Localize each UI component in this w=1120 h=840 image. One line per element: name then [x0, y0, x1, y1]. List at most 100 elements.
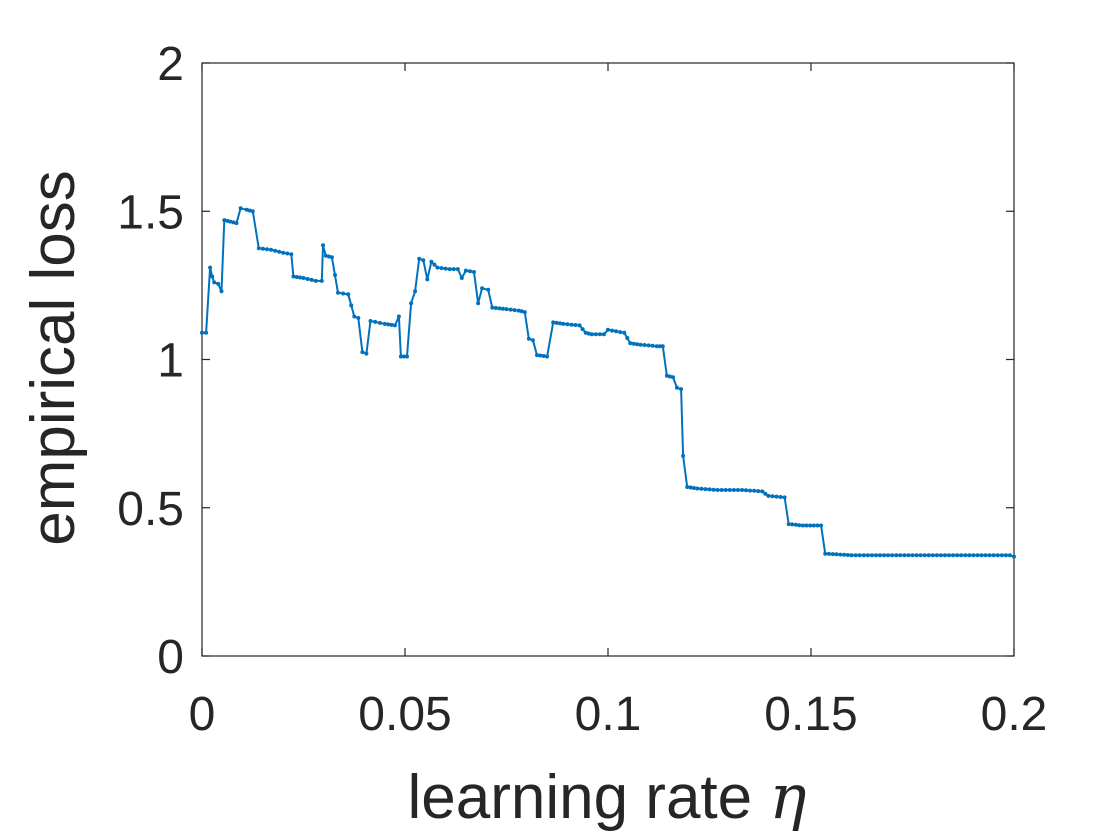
data-point — [610, 328, 615, 333]
data-point — [842, 552, 847, 557]
data-point — [480, 286, 485, 291]
data-point — [459, 276, 464, 280]
data-point — [402, 354, 406, 359]
data-point — [360, 350, 365, 355]
data-point — [688, 485, 693, 490]
data-point — [504, 307, 509, 312]
data-point — [378, 320, 382, 325]
data-point — [463, 268, 468, 273]
data-point — [601, 332, 606, 337]
data-point — [329, 255, 334, 260]
data-point — [476, 301, 481, 306]
data-point — [910, 553, 915, 558]
data-point — [865, 553, 870, 558]
data-point — [797, 523, 802, 528]
data-point — [727, 488, 732, 492]
data-point — [593, 332, 598, 337]
data-point — [979, 553, 984, 558]
data-point — [938, 553, 943, 558]
data-point — [472, 270, 476, 274]
data-point — [731, 488, 736, 492]
data-point — [294, 275, 299, 279]
data-point — [679, 387, 684, 392]
data-point — [830, 552, 835, 557]
data-point — [569, 322, 574, 327]
y-axis: 0 0.5 1 1.5 2 — [117, 38, 1014, 684]
data-point — [561, 321, 566, 326]
data-point — [421, 258, 426, 263]
series-layer — [200, 206, 1016, 559]
data-point — [500, 306, 505, 311]
data-point — [439, 266, 444, 271]
data-point — [943, 553, 947, 558]
data-point — [554, 320, 559, 325]
data-point — [703, 487, 708, 492]
data-point — [389, 322, 394, 327]
data-point — [894, 553, 899, 558]
data-point — [800, 523, 805, 528]
data-point — [538, 353, 543, 358]
data-point — [519, 309, 524, 314]
data-point — [336, 290, 340, 295]
data-point — [614, 329, 619, 334]
data-point — [657, 344, 662, 349]
x-axis: 0 0.05 0.1 0.15 0.2 — [189, 63, 1048, 741]
data-point — [244, 207, 249, 212]
data-point — [200, 330, 204, 335]
data-point — [216, 281, 221, 286]
data-point — [995, 553, 1000, 558]
data-point — [959, 553, 964, 558]
data-point — [914, 553, 919, 558]
data-point — [748, 488, 753, 493]
data-point — [443, 266, 448, 271]
data-point — [409, 301, 414, 306]
data-point — [857, 553, 862, 558]
data-point — [364, 351, 369, 356]
data-point — [861, 553, 866, 558]
data-point — [309, 277, 314, 282]
data-point — [551, 320, 556, 325]
data-point — [586, 331, 591, 336]
data-point — [999, 553, 1004, 558]
data-point — [447, 267, 452, 272]
data-point — [975, 553, 980, 558]
data-point — [719, 488, 724, 492]
data-point — [432, 262, 437, 267]
data-point — [589, 332, 594, 337]
data-point — [319, 278, 324, 283]
data-point — [606, 327, 610, 332]
data-point — [234, 221, 239, 226]
data-point — [285, 251, 290, 256]
data-point — [291, 274, 296, 279]
x-tick-label: 0.2 — [981, 688, 1048, 741]
x-tick-label: 0.05 — [358, 688, 451, 741]
data-point — [681, 453, 686, 458]
data-point — [906, 553, 911, 558]
data-point — [212, 280, 217, 285]
data-point — [756, 489, 761, 494]
data-point — [838, 552, 843, 557]
x-tick-label: 0.15 — [764, 688, 857, 741]
data-point — [545, 354, 550, 359]
data-point — [823, 551, 828, 556]
data-point — [277, 249, 282, 254]
data-point — [815, 523, 820, 528]
data-point — [1003, 553, 1008, 558]
data-point — [1007, 553, 1012, 558]
data-point — [558, 321, 562, 326]
data-point — [650, 343, 655, 348]
data-point — [963, 553, 968, 558]
data-point — [398, 354, 403, 359]
data-point — [752, 488, 757, 493]
data-point — [486, 287, 491, 292]
data-point — [849, 553, 854, 558]
data-point — [219, 289, 224, 294]
data-point — [386, 322, 391, 327]
data-point — [508, 307, 513, 312]
data-point — [808, 523, 813, 528]
data-point — [228, 219, 233, 224]
data-point — [541, 354, 546, 358]
data-point — [298, 275, 303, 280]
